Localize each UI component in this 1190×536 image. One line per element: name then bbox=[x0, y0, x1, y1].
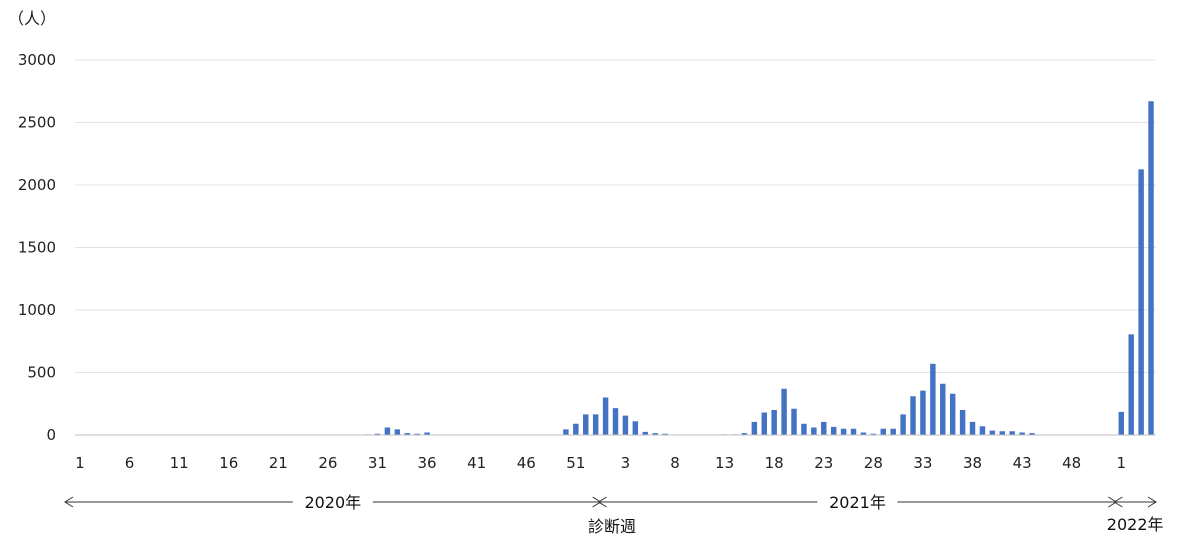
x-tick-label: 8 bbox=[670, 454, 680, 472]
bar bbox=[771, 410, 777, 435]
x-tick-label: 33 bbox=[913, 454, 932, 472]
period-marker: 2020年 bbox=[64, 493, 602, 512]
bar bbox=[821, 421, 827, 435]
bar bbox=[414, 433, 420, 435]
bar bbox=[374, 433, 381, 435]
period-marker: 2021年 bbox=[597, 493, 1118, 512]
bar bbox=[1148, 101, 1154, 435]
bar bbox=[602, 397, 609, 435]
bar bbox=[811, 427, 817, 435]
y-tick-label: 1500 bbox=[18, 239, 56, 257]
y-axis-unit-label: （人） bbox=[8, 9, 56, 28]
bar bbox=[573, 423, 579, 435]
bar bbox=[1118, 411, 1125, 435]
bar bbox=[751, 421, 758, 435]
year-period-markers: 2020年 2021年 2022年 bbox=[64, 493, 1164, 534]
period-label: 2021年 bbox=[829, 493, 886, 512]
period-label: 2020年 bbox=[304, 493, 361, 512]
x-tick-label: 46 bbox=[517, 454, 536, 472]
bar bbox=[1128, 334, 1134, 435]
bar bbox=[662, 433, 668, 435]
x-tick-label: 31 bbox=[368, 454, 387, 472]
x-tick-label: 51 bbox=[566, 454, 585, 472]
bar bbox=[583, 414, 589, 435]
bar bbox=[632, 421, 639, 435]
y-tick-label: 3000 bbox=[18, 51, 56, 69]
x-axis-title: 診断週 bbox=[588, 517, 636, 536]
bar bbox=[781, 388, 787, 435]
x-tick-label: 48 bbox=[1062, 454, 1081, 472]
arrowhead-left bbox=[1113, 496, 1123, 508]
bar bbox=[979, 426, 986, 435]
bar bbox=[642, 431, 648, 435]
x-tick-label: 23 bbox=[814, 454, 833, 472]
bar bbox=[920, 390, 926, 435]
x-tick-label: 6 bbox=[125, 454, 135, 472]
y-tick-label: 0 bbox=[46, 426, 56, 444]
bar bbox=[384, 427, 391, 435]
x-tick-label: 16 bbox=[219, 454, 238, 472]
bar bbox=[969, 421, 976, 435]
bar bbox=[612, 408, 619, 435]
bar bbox=[999, 431, 1006, 435]
bar bbox=[761, 412, 767, 435]
bar bbox=[940, 383, 946, 435]
bar bbox=[394, 429, 401, 435]
bar bbox=[930, 363, 936, 435]
bar bbox=[622, 415, 629, 435]
y-tick-label: 500 bbox=[27, 364, 56, 382]
x-tick-label: 11 bbox=[170, 454, 189, 472]
bars bbox=[364, 101, 1154, 435]
x-tick-label: 18 bbox=[765, 454, 784, 472]
x-tick-label: 3 bbox=[621, 454, 631, 472]
bar bbox=[424, 432, 430, 435]
bar bbox=[989, 430, 996, 435]
x-tick-label: 21 bbox=[269, 454, 288, 472]
x-tick-label: 28 bbox=[864, 454, 883, 472]
bar bbox=[741, 433, 748, 435]
period-marker: 2022年 bbox=[1107, 496, 1164, 534]
bar bbox=[900, 414, 906, 435]
x-tick-label: 41 bbox=[467, 454, 486, 472]
bar bbox=[563, 429, 569, 435]
bar bbox=[791, 408, 797, 435]
bar bbox=[860, 432, 867, 435]
x-axis-tick-labels: 1 6 11 16 21 26 31 36 41 46 51 3 8 13 18 23 28 33 38 43 48 1 bbox=[75, 454, 1126, 472]
period-label: 2022年 bbox=[1107, 515, 1164, 534]
bar bbox=[652, 433, 658, 435]
bar bbox=[1019, 432, 1025, 435]
x-tick-label: 13 bbox=[715, 454, 734, 472]
gridlines bbox=[75, 59, 1156, 373]
arrowhead-left bbox=[64, 496, 74, 508]
arrowhead-right bbox=[1147, 496, 1157, 508]
x-tick-label: 38 bbox=[963, 454, 982, 472]
x-tick-label: 1 bbox=[1117, 454, 1127, 472]
bar bbox=[1009, 431, 1015, 435]
bar bbox=[840, 428, 847, 435]
y-tick-label: 1000 bbox=[18, 301, 56, 319]
bar bbox=[404, 433, 410, 435]
arrowhead-left bbox=[597, 496, 607, 508]
bar bbox=[890, 428, 896, 435]
bar bbox=[592, 414, 599, 435]
bar bbox=[1138, 169, 1144, 435]
bar bbox=[850, 428, 857, 435]
bar bbox=[870, 433, 877, 435]
bar bbox=[1029, 433, 1035, 435]
x-tick-label: 26 bbox=[318, 454, 337, 472]
bar bbox=[801, 423, 807, 435]
x-tick-label: 36 bbox=[418, 454, 437, 472]
y-tick-label: 2000 bbox=[18, 176, 56, 194]
bar bbox=[949, 393, 956, 435]
bar bbox=[959, 410, 966, 435]
bar bbox=[880, 428, 886, 435]
x-tick-label: 43 bbox=[1013, 454, 1032, 472]
x-tick-label: 1 bbox=[75, 454, 85, 472]
bar bbox=[830, 426, 837, 435]
bar bbox=[910, 396, 916, 435]
y-tick-label: 2500 bbox=[18, 114, 56, 132]
y-axis-tick-labels: 0 500 1000 1500 2000 2500 3000 bbox=[18, 51, 56, 444]
